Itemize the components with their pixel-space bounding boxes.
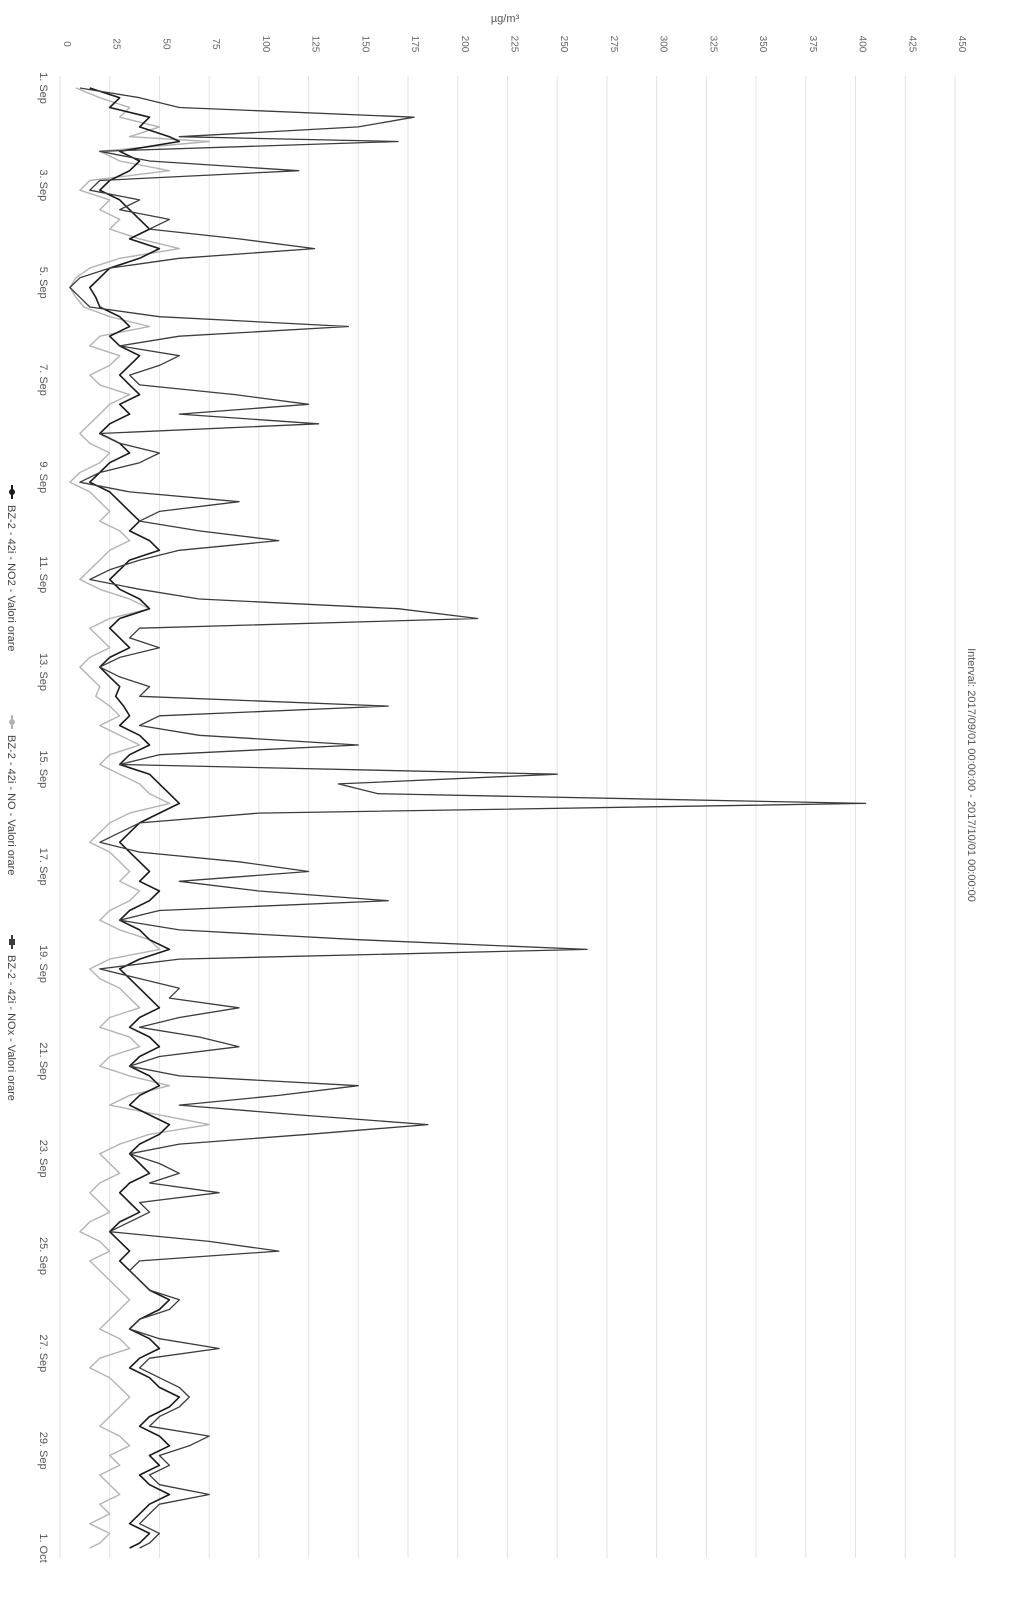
- value-tick-175: 175: [409, 36, 420, 53]
- date-tick: 13. Sep: [37, 653, 49, 691]
- value-tick-50: 50: [160, 38, 171, 50]
- date-tick: 11. Sep: [37, 556, 49, 593]
- value-tick-400: 400: [857, 36, 868, 53]
- date-tick: 27. Sep: [37, 1334, 49, 1372]
- value-tick-425: 425: [906, 36, 917, 53]
- date-tick: 21. Sep: [37, 1042, 49, 1080]
- series-line-no: [69, 87, 210, 1549]
- legend-label-no2: BZ-2 - 42i - NO2 - Valori orare: [5, 505, 17, 652]
- series-line-no2: [89, 87, 181, 1549]
- legend: BZ-2 - 42i - NO2 - Valori orare BZ-2 - 4…: [5, 485, 17, 1101]
- value-tick-25: 25: [111, 38, 122, 50]
- date-tick: 25. Sep: [37, 1237, 49, 1275]
- legend-label-no: BZ-2 - 42i - NO - Valori orare: [5, 735, 17, 875]
- value-tick-200: 200: [459, 36, 470, 53]
- date-tick: 17. Sep: [37, 848, 49, 886]
- legend-marker-nox: [9, 939, 15, 945]
- legend-label-nox: BZ-2 - 42i - NOx - Valori orare: [5, 955, 17, 1101]
- value-tick-125: 125: [310, 36, 321, 53]
- date-tick: 23. Sep: [37, 1140, 49, 1178]
- value-tick-75: 75: [210, 38, 221, 50]
- date-tick: 1. Oct: [37, 1533, 49, 1562]
- value-tick-325: 325: [707, 36, 718, 53]
- legend-item-nox[interactable]: BZ-2 - 42i - NOx - Valori orare: [5, 935, 17, 1101]
- date-tick: 3. Sep: [37, 169, 49, 201]
- date-tick: 29. Sep: [37, 1432, 49, 1470]
- value-tick-275: 275: [608, 36, 619, 53]
- interval-label: Interval: 2017/09/01 00:00:00 - 2017/10/…: [965, 648, 977, 902]
- value-tick-375: 375: [807, 36, 818, 53]
- value-tick-250: 250: [558, 36, 569, 53]
- legend-item-no2[interactable]: BZ-2 - 42i - NO2 - Valori orare: [5, 485, 17, 652]
- value-tick-300: 300: [658, 36, 669, 53]
- value-axis-label: µg/m³: [491, 13, 520, 25]
- value-tick-100: 100: [260, 36, 271, 53]
- date-tick: 1. Sep: [37, 72, 49, 104]
- legend-marker-no2: [9, 489, 15, 495]
- date-tick: 15. Sep: [37, 750, 49, 788]
- date-tick: 5. Sep: [37, 267, 49, 299]
- date-tick: 9. Sep: [37, 461, 49, 493]
- legend-marker-no: [9, 719, 15, 725]
- value-tick-0: 0: [61, 41, 72, 47]
- date-axis-ticks: 1. Sep 3. Sep 5. Sep 7. Sep 9. Sep 11. Sep 13.…: [37, 72, 49, 1563]
- value-axis-ticks: 0 25 50 75 100 125 150 175 200 225 250 275 300 325 350…: [61, 36, 967, 53]
- series-lines: [69, 87, 867, 1549]
- date-tick: 7. Sep: [37, 364, 49, 396]
- value-tick-450: 450: [956, 36, 967, 53]
- value-tick-225: 225: [509, 36, 520, 53]
- legend-item-no[interactable]: BZ-2 - 42i - NO - Valori orare: [5, 715, 17, 875]
- series-line-nox: [69, 87, 867, 1549]
- value-tick-350: 350: [757, 36, 768, 53]
- value-tick-150: 150: [359, 36, 370, 53]
- grid-lines: [59, 76, 956, 1558]
- date-tick: 19. Sep: [37, 945, 49, 983]
